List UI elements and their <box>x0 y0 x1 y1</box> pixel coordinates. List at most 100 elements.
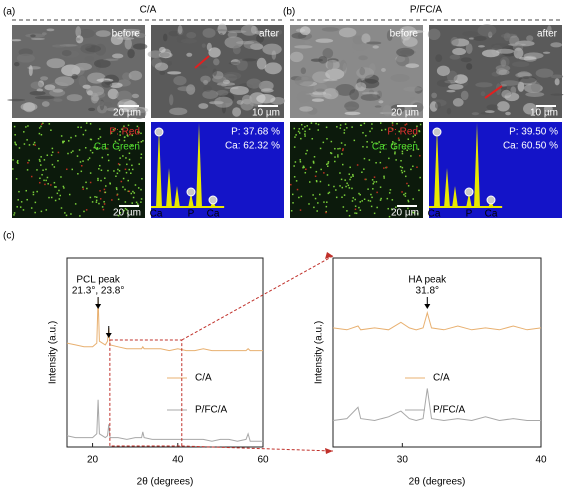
map-dot <box>58 189 60 192</box>
map-dot <box>60 207 63 209</box>
map-dot <box>312 161 315 164</box>
texture <box>198 103 209 109</box>
map-dot <box>18 190 20 193</box>
map-dot <box>122 186 124 188</box>
map-dot <box>67 152 69 155</box>
map-dot <box>326 165 329 167</box>
map-dot <box>27 162 29 164</box>
map-dot <box>86 187 88 190</box>
map-dot <box>103 203 106 205</box>
texture <box>339 59 347 72</box>
map-dot <box>302 166 304 169</box>
texture <box>53 98 63 102</box>
texture <box>349 89 359 100</box>
map-dot <box>294 136 296 138</box>
eds-map <box>12 122 145 218</box>
map-dot <box>101 156 104 159</box>
map-dot <box>82 186 84 188</box>
zoom-connector <box>181 255 334 341</box>
eds-text: Ca: 60.50 % <box>503 141 558 152</box>
map-dot <box>103 201 105 203</box>
map-dot <box>15 178 18 180</box>
map-dot <box>62 140 64 143</box>
map-dot <box>292 202 294 204</box>
map-dot <box>138 131 140 133</box>
map-dot <box>334 147 336 150</box>
texture <box>353 48 371 58</box>
map-dot <box>128 158 131 161</box>
map-dot <box>42 169 44 171</box>
map-dot <box>13 214 15 216</box>
map-dot <box>26 139 28 141</box>
map-dot <box>413 212 415 214</box>
texture <box>54 76 75 86</box>
map-dot <box>401 166 404 169</box>
map-dot <box>65 214 68 217</box>
map-dot <box>84 147 87 149</box>
map-legend: Ca: Green <box>372 142 418 153</box>
peak-marker <box>486 195 496 205</box>
map-dot <box>32 143 35 146</box>
texture <box>14 61 20 67</box>
map-dot <box>398 130 401 133</box>
map-dot <box>17 199 19 201</box>
texture <box>505 111 511 116</box>
map-dot <box>111 199 113 201</box>
texture <box>202 28 216 38</box>
map-dot <box>28 144 31 146</box>
panel-label: (c) <box>3 231 15 242</box>
map-dot <box>89 123 92 125</box>
map-dot <box>340 178 343 181</box>
texture <box>78 28 95 38</box>
map-dot <box>104 191 107 194</box>
map-dot <box>305 168 307 171</box>
map-dot <box>116 188 118 191</box>
texture <box>361 91 379 95</box>
map-dot <box>416 212 419 215</box>
texture <box>30 81 43 90</box>
spectrum-peak <box>166 168 172 208</box>
map-dot <box>87 158 89 161</box>
map-dot <box>371 141 373 143</box>
map-dot <box>293 176 296 178</box>
panel-title: C/A <box>140 5 157 16</box>
map-dot <box>302 165 305 168</box>
map-dot <box>127 190 130 193</box>
map-dot <box>383 175 385 178</box>
texture <box>374 105 382 108</box>
map-dot <box>364 178 366 181</box>
map-dot <box>41 173 43 176</box>
map-dot <box>85 209 88 211</box>
map-dot <box>85 122 88 124</box>
map-dot <box>351 126 353 128</box>
map-dot <box>125 157 127 159</box>
map-dot <box>325 210 327 213</box>
map-dot <box>68 193 71 196</box>
map-dot <box>388 157 390 160</box>
texture <box>212 75 227 83</box>
map-dot <box>300 195 303 198</box>
map-dot <box>77 173 79 175</box>
map-dot <box>99 136 102 138</box>
texture <box>501 89 512 99</box>
texture <box>232 45 241 55</box>
spectrum-peak <box>466 193 472 208</box>
spectrum-peak <box>196 123 202 208</box>
y-axis-label: Intensity (a.u.) <box>314 321 325 384</box>
texture <box>98 101 105 107</box>
map-dot <box>317 202 319 204</box>
panel-title: P/FC/A <box>410 5 443 16</box>
texture <box>338 27 357 38</box>
texture <box>206 42 212 52</box>
texture <box>40 76 49 81</box>
legend-label: C/A <box>195 373 212 384</box>
texture <box>503 32 511 42</box>
map-dot <box>330 152 333 155</box>
map-dot <box>348 173 351 175</box>
map-dot <box>371 127 373 130</box>
texture <box>471 112 480 116</box>
map-dot <box>349 178 351 181</box>
texture <box>300 76 309 81</box>
texture <box>315 38 334 43</box>
texture <box>390 73 410 82</box>
